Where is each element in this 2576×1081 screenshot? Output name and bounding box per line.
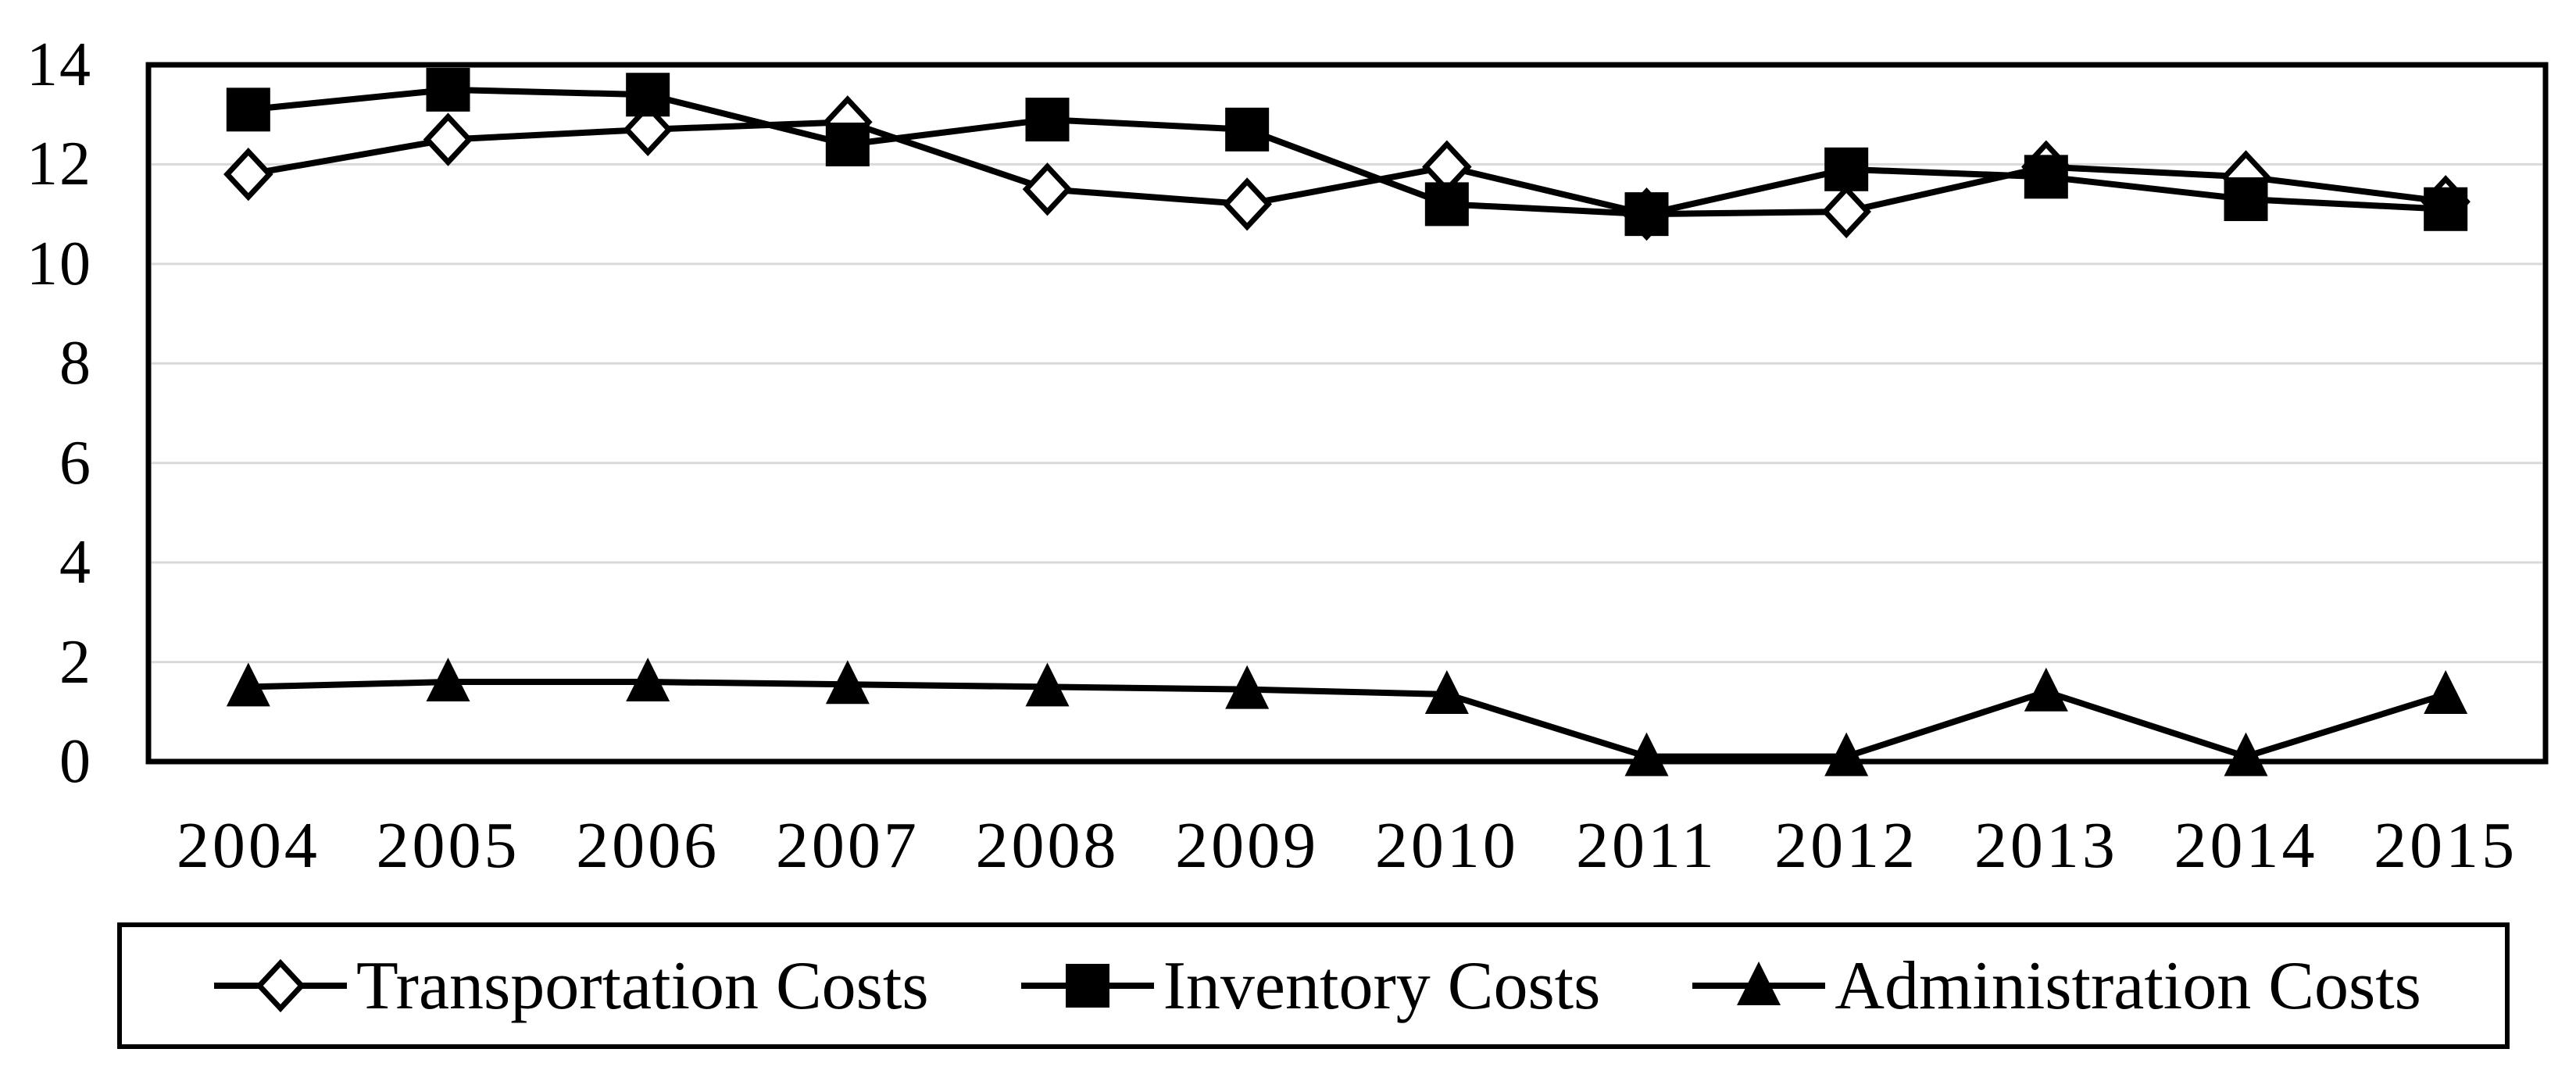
x-tick-label: 2012 bbox=[1774, 809, 1919, 882]
square-legend-icon bbox=[1020, 964, 1154, 1008]
square-marker bbox=[626, 73, 670, 117]
x-tick-label: 2007 bbox=[775, 809, 920, 882]
triangle-marker bbox=[226, 662, 270, 707]
series-inventory-costs bbox=[226, 67, 2468, 237]
triangle-marker bbox=[1225, 665, 1270, 709]
square-marker bbox=[2424, 187, 2468, 231]
triangle-marker bbox=[1737, 961, 1781, 1005]
triangle-marker bbox=[2424, 669, 2468, 714]
y-tick-label: 10 bbox=[27, 229, 92, 298]
x-tick-label: 2008 bbox=[975, 809, 1120, 882]
y-tick-label: 0 bbox=[59, 727, 92, 796]
legend-item-inventory-costs: Inventory Costs bbox=[1020, 947, 1601, 1026]
square-marker bbox=[825, 122, 870, 166]
diamond-marker bbox=[255, 958, 305, 1013]
triangle-marker bbox=[1025, 662, 1070, 707]
legend-label: Inventory Costs bbox=[1163, 947, 1601, 1024]
square-marker bbox=[1624, 192, 1669, 237]
diamond-marker bbox=[1821, 184, 1871, 239]
square-marker bbox=[426, 67, 470, 112]
diamond-marker bbox=[423, 112, 473, 166]
legend-label: Administration Costs bbox=[1835, 947, 2421, 1024]
triangle-marker bbox=[825, 660, 870, 705]
triangle-marker bbox=[1824, 732, 1869, 776]
x-tick-label: 2009 bbox=[1175, 809, 1320, 882]
square-marker bbox=[1065, 964, 1109, 1008]
diamond-marker bbox=[623, 102, 673, 156]
triangle-marker bbox=[426, 658, 470, 702]
diamond-marker bbox=[223, 148, 273, 202]
plot-border bbox=[145, 62, 2549, 765]
legend-item-transportation-costs: Transportation Costs bbox=[214, 947, 929, 1026]
y-tick-label: 4 bbox=[59, 528, 92, 598]
square-marker bbox=[1824, 147, 1869, 191]
y-tick-label: 2 bbox=[59, 627, 92, 697]
square-marker bbox=[1225, 107, 1270, 152]
series-line-inventory-costs bbox=[248, 86, 2446, 218]
triangle-marker bbox=[1624, 732, 1669, 776]
legend-box: Transportation Costs Inventory Costs Admin… bbox=[117, 922, 2510, 1049]
x-tick-label: 2005 bbox=[376, 809, 520, 882]
triangle-marker bbox=[2024, 667, 2068, 712]
diamond-marker bbox=[1222, 177, 1272, 231]
square-marker bbox=[226, 87, 270, 132]
x-tick-label: 2011 bbox=[1576, 809, 1717, 882]
x-tick-label: 2004 bbox=[176, 809, 320, 882]
square-marker bbox=[2024, 155, 2068, 199]
x-tick-label: 2006 bbox=[576, 809, 720, 882]
y-tick-label: 6 bbox=[59, 428, 92, 498]
series-line-administration-costs bbox=[248, 679, 2447, 760]
diamond-marker bbox=[1022, 162, 1073, 216]
triangle-legend-icon bbox=[1692, 961, 1826, 1005]
diamond-legend-icon bbox=[214, 958, 347, 1013]
legend-label: Transportation Costs bbox=[356, 947, 929, 1024]
triangle-marker bbox=[626, 658, 670, 702]
x-tick-label: 2014 bbox=[2174, 809, 2318, 882]
y-tick-label: 12 bbox=[27, 130, 92, 199]
y-tick-label: 8 bbox=[59, 329, 92, 398]
square-marker bbox=[1424, 182, 1469, 227]
series-line-transportation-costs bbox=[248, 119, 2446, 218]
triangle-marker bbox=[2224, 732, 2268, 776]
square-marker bbox=[2224, 177, 2268, 222]
triangle-marker bbox=[1424, 669, 1469, 714]
legend-item-administration-costs: Administration Costs bbox=[1692, 947, 2421, 1026]
x-tick-label: 2010 bbox=[1374, 809, 1519, 882]
y-tick-label: 14 bbox=[27, 30, 92, 99]
series-administration-costs bbox=[226, 658, 2468, 776]
square-marker bbox=[1025, 98, 1070, 142]
x-tick-label: 2015 bbox=[2374, 809, 2518, 882]
x-tick-label: 2013 bbox=[1974, 809, 2118, 882]
